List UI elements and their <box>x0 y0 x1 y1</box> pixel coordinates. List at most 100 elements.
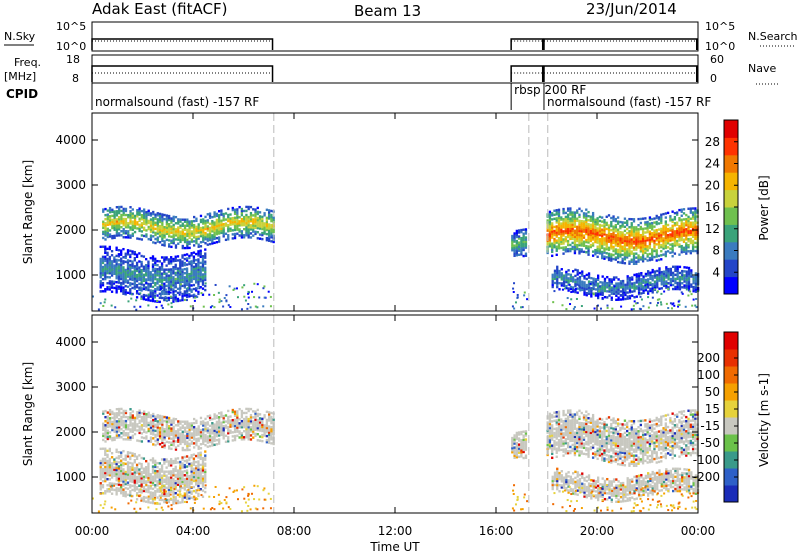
power-cell <box>694 274 698 277</box>
velocity-cell <box>101 463 105 467</box>
velocity-cell <box>156 488 159 491</box>
power-cell <box>641 227 645 231</box>
power-cell <box>646 230 649 234</box>
velocity-cell <box>101 461 105 465</box>
power-cell <box>270 225 273 229</box>
velocity-cell <box>126 461 130 464</box>
power-cell <box>165 214 169 217</box>
power-cell <box>208 214 212 217</box>
power-cell <box>628 242 631 245</box>
power-cell <box>195 279 198 282</box>
power-cell <box>691 221 695 224</box>
velocity-cell <box>227 421 230 425</box>
power-cell <box>242 221 246 225</box>
velocity-cell <box>99 469 102 473</box>
power-cell <box>520 236 523 240</box>
power-cell <box>569 227 572 230</box>
power-cell <box>138 252 141 255</box>
power-cell <box>179 277 182 280</box>
power-cell <box>120 213 123 217</box>
power-cell <box>108 265 111 269</box>
power-cell <box>168 233 171 236</box>
velocity-cell <box>110 470 114 473</box>
power-cell <box>158 224 162 228</box>
power-cell <box>115 262 118 266</box>
power-cell <box>183 236 187 240</box>
power-cell <box>122 290 125 293</box>
power-cell <box>648 256 652 260</box>
power-cell <box>145 294 148 297</box>
velocity-cell <box>115 491 118 494</box>
power-cell <box>179 299 182 302</box>
power-cell <box>565 308 568 311</box>
power-cell <box>560 276 563 279</box>
power-cell <box>104 249 107 252</box>
power-cell <box>576 245 579 249</box>
power-cell <box>197 284 200 288</box>
velocity-cell <box>249 422 253 425</box>
power-cell <box>122 286 125 289</box>
power-cell <box>617 296 620 299</box>
power-cell <box>687 215 690 219</box>
power-cell <box>626 242 629 245</box>
velocity-cell <box>208 430 212 434</box>
power-cell <box>653 217 656 220</box>
power-cell <box>249 205 253 209</box>
power-cell <box>181 232 184 236</box>
power-cell <box>581 272 584 275</box>
power-cell <box>188 295 191 298</box>
power-cell <box>161 231 164 234</box>
power-cell <box>174 265 177 269</box>
velocity-cell <box>102 428 105 432</box>
power-cell <box>181 270 184 273</box>
power-cell <box>678 225 681 228</box>
power-cell <box>224 222 228 225</box>
velocity-cell <box>154 494 157 497</box>
velocity-cell <box>124 419 128 423</box>
power-cell <box>578 233 581 237</box>
power-cell <box>242 215 246 219</box>
power-cell <box>522 248 525 252</box>
velocity-cell <box>133 481 136 484</box>
velocity-cell <box>213 427 216 430</box>
power-cell <box>102 224 105 228</box>
power-cell <box>553 239 556 243</box>
power-cell <box>181 278 184 282</box>
power-cell <box>557 214 561 218</box>
power-cell <box>574 288 577 292</box>
power-cell <box>149 222 153 225</box>
power-cell <box>201 275 205 278</box>
power-cell <box>158 214 162 218</box>
power-cell <box>133 275 136 278</box>
power-cell <box>671 220 674 224</box>
power-cell <box>135 292 139 295</box>
power-cell <box>664 246 667 250</box>
power-cell <box>678 237 681 240</box>
velocity-cell <box>240 434 244 437</box>
velocity-cell <box>131 468 134 471</box>
power-cell <box>101 284 105 287</box>
power-cell <box>576 287 579 290</box>
power-cell <box>161 235 164 238</box>
power-cell <box>685 246 688 249</box>
power-cell <box>220 229 223 233</box>
power-cell <box>133 305 136 308</box>
velocity-cell <box>104 424 107 427</box>
power-cell <box>556 269 559 273</box>
power-cell <box>258 223 262 226</box>
velocity-cell <box>124 462 127 466</box>
velocity-cell <box>167 494 171 498</box>
velocity-cell <box>101 486 105 489</box>
power-cell <box>597 274 600 277</box>
power-cell <box>660 235 663 239</box>
velocity-cell <box>245 432 248 435</box>
velocity-cell <box>138 480 141 483</box>
power-cell <box>138 288 141 292</box>
power-cell <box>610 235 613 238</box>
power-cell <box>689 231 692 235</box>
power-cell <box>149 220 153 223</box>
velocity-cell <box>140 466 143 470</box>
power-cell <box>211 242 214 245</box>
power-cell <box>145 264 148 267</box>
power-cell <box>208 236 212 240</box>
